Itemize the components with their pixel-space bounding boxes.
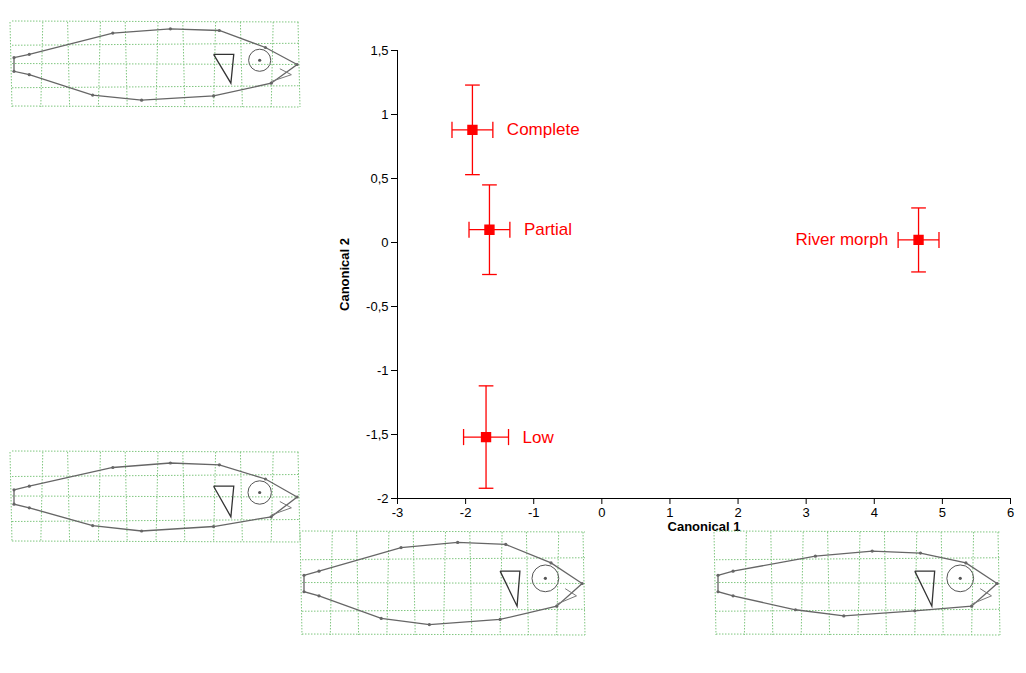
svg-text:-1,5: -1,5 bbox=[366, 427, 388, 442]
svg-text:River morph: River morph bbox=[796, 230, 889, 249]
svg-text:-3: -3 bbox=[392, 505, 404, 520]
svg-text:-1: -1 bbox=[377, 363, 389, 378]
svg-text:Low: Low bbox=[523, 428, 555, 447]
svg-text:Partial: Partial bbox=[524, 220, 572, 239]
svg-text:0: 0 bbox=[381, 235, 388, 250]
svg-text:-2: -2 bbox=[377, 491, 389, 506]
svg-text:-2: -2 bbox=[460, 505, 472, 520]
svg-text:4: 4 bbox=[871, 505, 878, 520]
svg-text:-0,5: -0,5 bbox=[366, 299, 388, 314]
svg-text:6: 6 bbox=[1007, 505, 1014, 520]
svg-text:2: 2 bbox=[734, 505, 741, 520]
svg-text:0: 0 bbox=[598, 505, 605, 520]
svg-text:1: 1 bbox=[666, 505, 673, 520]
svg-text:-1: -1 bbox=[528, 505, 540, 520]
svg-text:0,5: 0,5 bbox=[370, 171, 388, 186]
svg-text:3: 3 bbox=[803, 505, 810, 520]
svg-text:1,5: 1,5 bbox=[370, 43, 388, 58]
svg-text:5: 5 bbox=[939, 505, 946, 520]
svg-text:Canonical 1: Canonical 1 bbox=[668, 519, 741, 534]
svg-text:Canonical 2: Canonical 2 bbox=[337, 238, 352, 311]
svg-text:Complete: Complete bbox=[507, 120, 580, 139]
svg-text:1: 1 bbox=[381, 107, 388, 122]
